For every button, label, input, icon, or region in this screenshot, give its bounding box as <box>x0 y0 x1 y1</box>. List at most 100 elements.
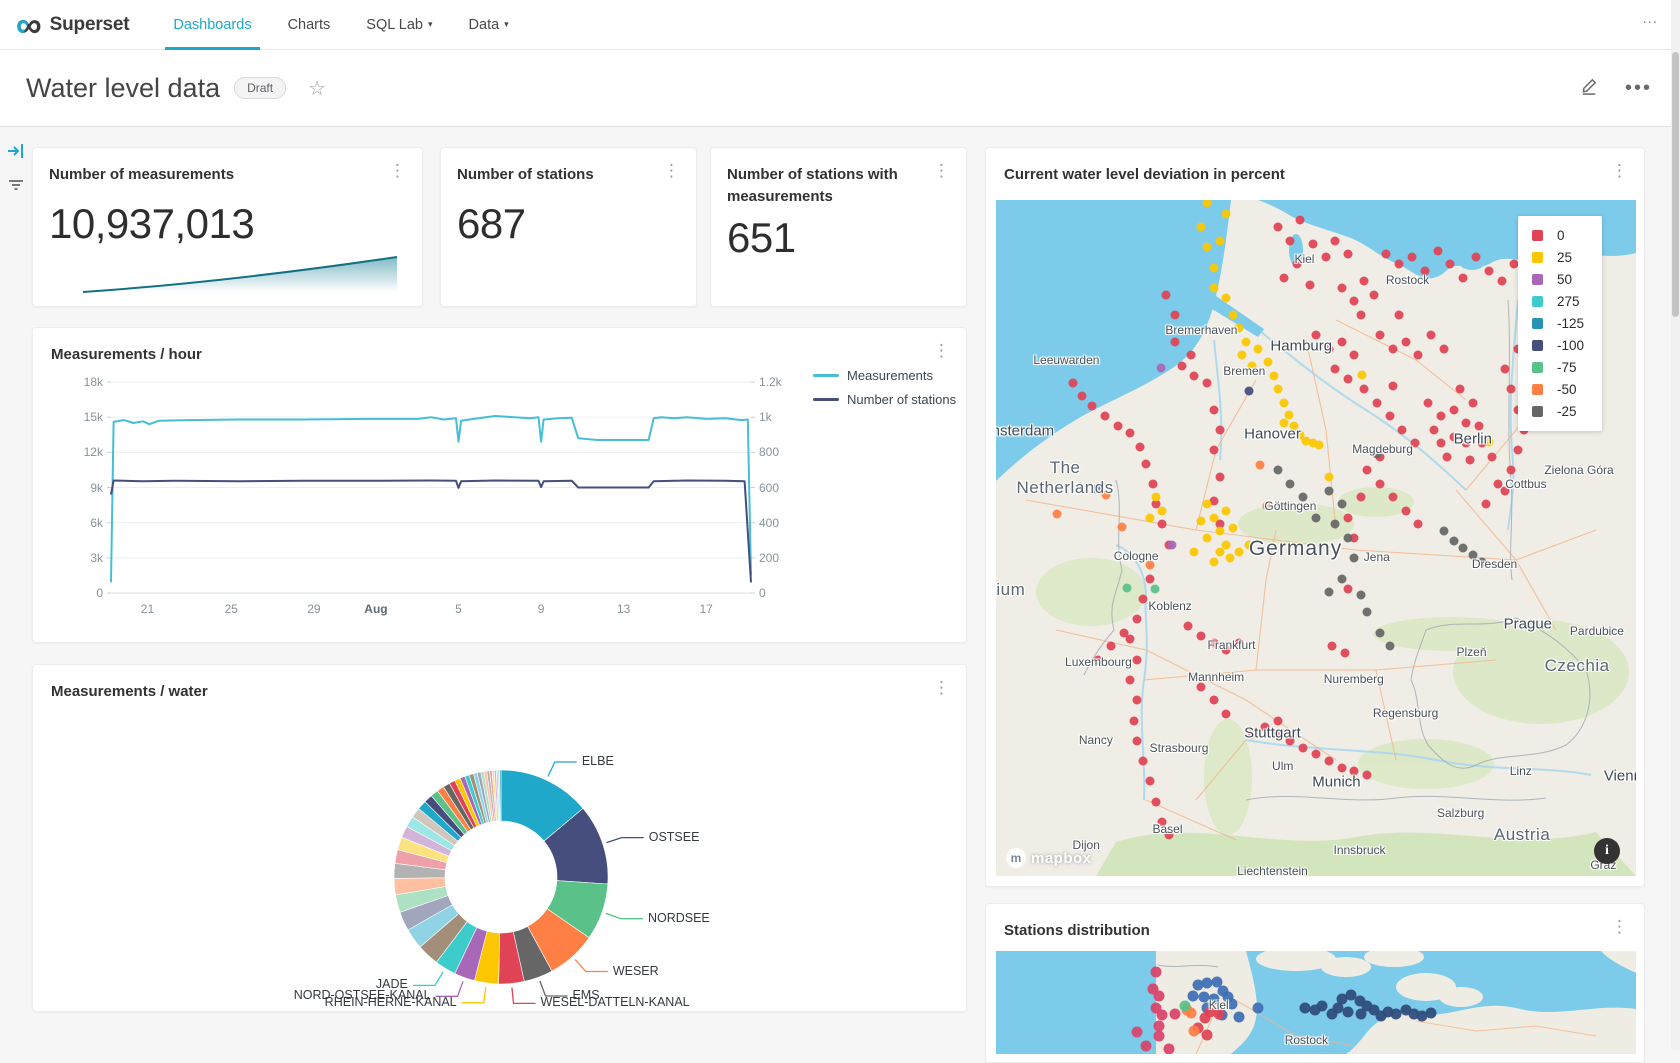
station-dot <box>1472 253 1481 262</box>
station-dot <box>1171 310 1180 319</box>
water-donut-svg <box>33 665 968 1013</box>
map-place-label: Rostock <box>1285 1033 1328 1047</box>
kebab-menu-icon[interactable]: ⋮ <box>659 160 684 181</box>
station-dot <box>1196 632 1205 641</box>
station-dot <box>1216 473 1225 482</box>
header-more-icon[interactable]: ••• <box>1625 77 1652 100</box>
legend-label: 25 <box>1557 250 1572 265</box>
station-dot <box>1280 398 1289 407</box>
legend-swatch <box>1532 406 1543 417</box>
station-dot <box>1161 290 1170 299</box>
map-info-icon[interactable]: i <box>1594 838 1620 864</box>
edit-pencil-icon[interactable] <box>1580 76 1599 100</box>
station-dot <box>1424 398 1433 407</box>
station-dot <box>1321 253 1330 262</box>
nav-overflow-menu[interactable]: ... <box>1642 10 1658 27</box>
station-dot <box>1238 351 1247 360</box>
station-dot <box>1180 1000 1191 1011</box>
superset-logo[interactable]: ∞∞ Superset <box>0 7 155 43</box>
map-legend-item[interactable]: 0 <box>1532 228 1584 243</box>
scrollbar-thumb[interactable] <box>1672 52 1679 317</box>
kpi-title: Number of stations <box>441 148 696 186</box>
map-place-label: Ulm <box>1272 759 1293 773</box>
station-dot <box>1152 797 1161 806</box>
map-place-label: Linz <box>1510 764 1532 778</box>
map-place-label: Dresden <box>1472 557 1517 571</box>
map-place-label: Belgium <box>996 580 1025 600</box>
filter-list-icon[interactable] <box>6 175 26 195</box>
legend-item[interactable]: Number of stations <box>813 392 956 407</box>
station-dot <box>1337 763 1346 772</box>
station-dot <box>1513 446 1522 455</box>
nav-item-sql-lab[interactable]: SQL Lab▾ <box>348 0 450 50</box>
map-legend-item[interactable]: -100 <box>1532 338 1584 353</box>
map-legend-item[interactable]: 25 <box>1532 250 1584 265</box>
station-dot <box>1465 456 1474 465</box>
map-legend-item[interactable]: -25 <box>1532 404 1584 419</box>
y-axis-right-label: 1.2k <box>759 375 782 389</box>
map-legend-item[interactable]: -50 <box>1532 382 1584 397</box>
favorite-star-icon[interactable]: ☆ <box>308 76 326 101</box>
map-place-label: Cottbus <box>1505 477 1546 491</box>
station-dot <box>1152 493 1161 502</box>
station-dot <box>1113 422 1122 431</box>
station-dot <box>1350 351 1359 360</box>
y-axis-left-label: 15k <box>51 410 103 424</box>
map-place-label: Kiel <box>1209 998 1229 1012</box>
station-dot <box>1385 642 1394 651</box>
nav-item-data[interactable]: Data▾ <box>451 0 527 50</box>
station-dot <box>1196 223 1205 232</box>
station-dot <box>1157 1009 1168 1020</box>
chart-title: Stations distribution <box>986 904 1644 942</box>
kebab-menu-icon[interactable]: ⋮ <box>1607 916 1632 937</box>
station-dot <box>1100 412 1109 421</box>
station-dot <box>1122 584 1131 593</box>
map-legend-item[interactable]: -125 <box>1532 316 1584 331</box>
kebab-menu-icon[interactable]: ⋮ <box>929 160 954 181</box>
map-place-label: Strasbourg <box>1150 741 1209 755</box>
map-legend-item[interactable]: -75 <box>1532 360 1584 375</box>
station-dot <box>1350 554 1359 563</box>
station-dot <box>1255 460 1264 469</box>
station-dot <box>1177 361 1186 370</box>
station-dot <box>1209 557 1218 566</box>
draft-badge: Draft <box>234 77 286 99</box>
station-dot <box>1118 523 1127 532</box>
map-place-label: Basel <box>1153 822 1183 836</box>
station-dot <box>1154 1031 1165 1042</box>
page-scrollbar[interactable] <box>1671 0 1680 1050</box>
kpi-value: 687 <box>441 186 696 248</box>
nav-item-dashboards[interactable]: Dashboards <box>155 0 269 50</box>
nav-item-charts[interactable]: Charts <box>270 0 349 50</box>
station-dot <box>1170 1008 1181 1019</box>
map-place-label: Amsterdam <box>996 423 1054 440</box>
map-legend-item[interactable]: 50 <box>1532 272 1584 287</box>
kebab-menu-icon[interactable]: ⋮ <box>385 160 410 181</box>
station-dot <box>1241 337 1250 346</box>
station-dot <box>1209 263 1218 272</box>
station-dot <box>1131 1027 1142 1038</box>
station-dot <box>1286 236 1295 245</box>
map-legend-item[interactable]: 275 <box>1532 294 1584 309</box>
station-dot <box>1142 459 1151 468</box>
legend-item[interactable]: Measurements <box>813 368 933 383</box>
map-legend: 0 25 50 275 -125 -100 -75 -50 -25 <box>1518 216 1602 431</box>
kebab-menu-icon[interactable]: ⋮ <box>1607 160 1632 181</box>
legend-label: -125 <box>1557 316 1584 331</box>
station-dot <box>1350 297 1359 306</box>
station-dot <box>1216 527 1225 536</box>
station-dot <box>1395 310 1404 319</box>
mapbox-logo[interactable]: m mapbox <box>1006 848 1092 868</box>
legend-swatch <box>1532 318 1543 329</box>
x-axis-tick-label: 21 <box>141 602 154 616</box>
mapbox-wordmark: mapbox <box>1031 850 1092 867</box>
stations-map-canvas[interactable]: Kiel Rostock <box>996 951 1636 1054</box>
expand-filters-icon[interactable] <box>6 141 26 161</box>
station-dot <box>1132 655 1141 664</box>
station-dot <box>1126 429 1135 438</box>
station-dot <box>1484 266 1493 275</box>
station-dot <box>1145 513 1154 522</box>
